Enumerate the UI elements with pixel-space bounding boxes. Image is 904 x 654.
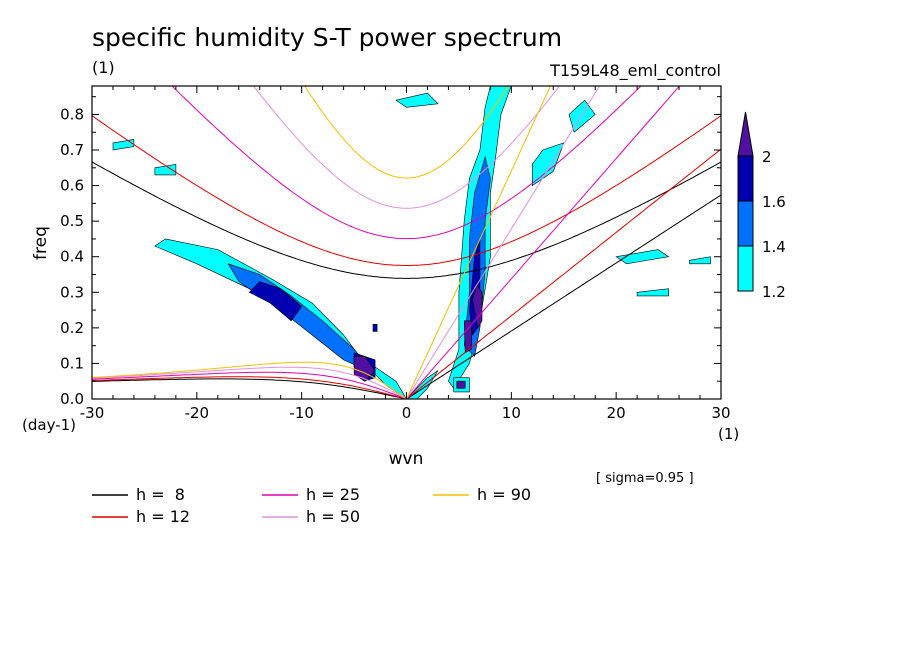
curve-kelvin-h90 (406, 86, 551, 399)
contour-region-1.2 (615, 249, 670, 265)
curve-er-h8 (92, 378, 407, 399)
legend-label: h = 90 (477, 485, 531, 504)
contour-region-1.2 (154, 163, 177, 176)
contour-region-1.6 (372, 323, 378, 332)
curve-ig-h90 (304, 86, 509, 179)
contour-region-1.2 (154, 238, 407, 399)
chart-subtitle-left: (1) (92, 58, 115, 77)
curve-er-h25 (92, 371, 407, 399)
y-axis-label: freq (31, 226, 51, 260)
curve-er-h12 (92, 376, 407, 399)
contour-region-1.2 (689, 256, 711, 265)
legend-label: h = 12 (136, 507, 190, 526)
colorbar-segment (737, 245, 754, 292)
dispersion-curve-layer (92, 86, 721, 399)
y-tick-label: 0.2 (60, 319, 84, 337)
y-tick-label: 0.6 (60, 177, 84, 195)
colorbar-label: 1.4 (762, 238, 786, 256)
contour-fill-layer (112, 86, 711, 399)
curve-ig-h12 (92, 115, 721, 266)
x-tick-label: 0 (402, 404, 412, 422)
y-tick-label: 0.0 (60, 390, 84, 408)
contour-region-2 (472, 284, 483, 329)
curve-ig-h25 (171, 86, 642, 240)
legend: h = 8 h = 12 h = 25 h = 50 h = 90 (92, 485, 531, 526)
curve-er-h50 (92, 366, 407, 399)
colorbar-label: 1.6 (762, 193, 786, 211)
legend-label: h = 25 (306, 485, 360, 504)
y-tick-label: 0.8 (60, 105, 84, 123)
curve-kelvin-h50 (406, 86, 601, 399)
y-unit-label: (day-1) (22, 416, 76, 434)
curve-ig-h8 (92, 161, 721, 279)
x-tick-label: 30 (711, 404, 730, 422)
chart-subtitle-right: T159L48_eml_control (549, 61, 721, 81)
legend-label: h = 50 (306, 507, 360, 526)
x-tick-label: 20 (607, 404, 626, 422)
contour-region-1.2 (395, 92, 439, 108)
colorbar-extend-arrow (737, 111, 754, 157)
chart-title: specific humidity S-T power spectrum (92, 23, 562, 52)
x-tick-label: -10 (289, 404, 314, 422)
contour-region-1.2 (531, 142, 565, 187)
y-tick-label: 0.7 (60, 141, 84, 159)
x-axis-label: wvn (389, 449, 424, 469)
y-tick-label: 0.3 (60, 283, 84, 301)
x-tick-label: -30 (80, 404, 105, 422)
curve-kelvin-h12 (406, 148, 721, 399)
contour-region-1.2 (636, 288, 669, 297)
y-tick-label: 0.4 (60, 248, 84, 266)
contour-region-2 (463, 320, 472, 354)
contour-region-1.6 (248, 281, 303, 322)
curve-kelvin-h8 (406, 194, 721, 399)
colorbar: 1.2 1.4 1.6 2 (737, 111, 786, 301)
legend-label: h = 8 (136, 485, 185, 504)
x-axis: -30 -20 -10 0 10 20 30 (80, 86, 731, 422)
plot-frame (91, 85, 722, 400)
curve-ig-h50 (252, 86, 561, 209)
y-axis: 0.0 0.1 0.2 0.3 0.4 0.5 0.6 0.7 0.8 (60, 96, 721, 408)
curve-er-h90 (92, 361, 407, 399)
y-tick-label: 0.5 (60, 212, 84, 230)
y-tick-label: 0.1 (60, 354, 84, 372)
contour-region-1.2 (568, 99, 596, 133)
colorbar-segment (737, 155, 754, 202)
curve-kelvin-h25 (406, 86, 681, 399)
contour-region-1.4 (227, 263, 376, 375)
colorbar-segment (737, 200, 754, 247)
x-tick-label: -20 (185, 404, 210, 422)
colorbar-label: 1.2 (762, 283, 786, 301)
sigma-annotation: [ sigma=0.95 ] (596, 471, 694, 486)
contour-region-2 (456, 380, 466, 389)
contour-region-1.2 (112, 139, 135, 151)
colorbar-label: 2 (762, 148, 772, 166)
contour-region-1.2 (406, 370, 439, 399)
x-unit-label: (1) (718, 425, 739, 443)
x-tick-label: 10 (502, 404, 521, 422)
